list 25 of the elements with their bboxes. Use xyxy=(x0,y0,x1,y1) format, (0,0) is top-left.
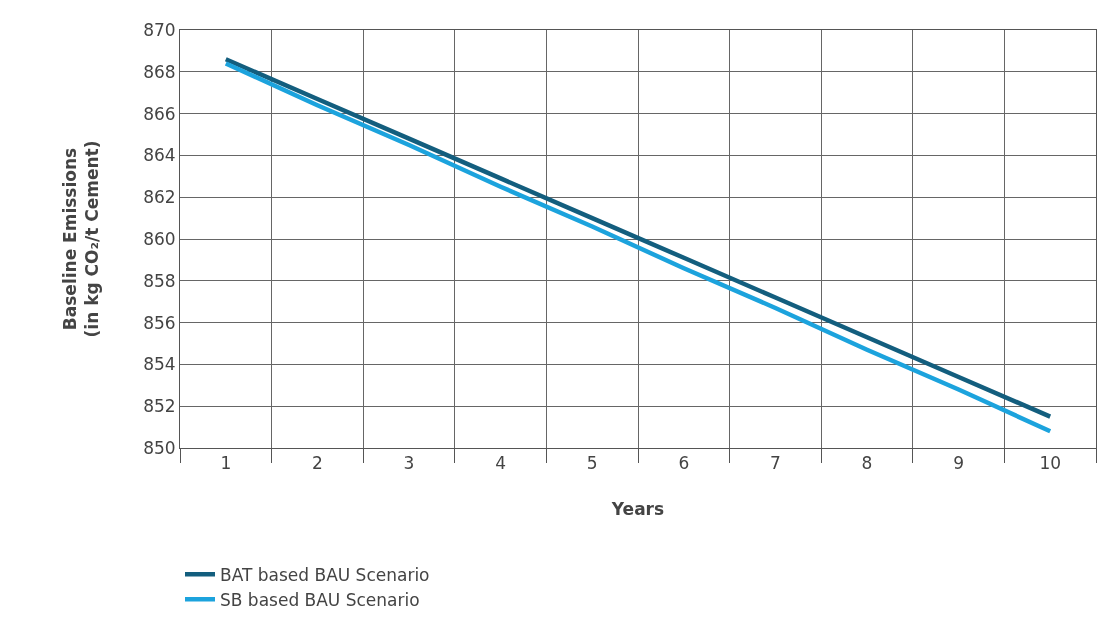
x-axis-title: Years xyxy=(610,498,665,519)
y-tick-label: 870 xyxy=(143,19,176,40)
y-tick-label: 862 xyxy=(143,187,176,208)
x-tick-label: 2 xyxy=(311,453,323,474)
x-tick-label: 5 xyxy=(586,453,598,474)
y-tick-label: 850 xyxy=(143,437,176,458)
legend-label: SB based BAU Scenario xyxy=(220,589,420,610)
x-tick-label: 3 xyxy=(403,453,415,474)
y-tick-label: 860 xyxy=(143,228,176,249)
x-tick-label: 6 xyxy=(678,453,690,474)
x-tick-label: 9 xyxy=(953,453,965,474)
x-tick-label: 10 xyxy=(1039,453,1062,474)
x-tick-label: 8 xyxy=(861,453,873,474)
y-tick-label: 866 xyxy=(143,103,176,124)
x-tick-label: 4 xyxy=(495,453,507,474)
y-tick-label: 856 xyxy=(143,312,176,333)
x-tick-label: 1 xyxy=(220,453,232,474)
legend-label: BAT based BAU Scenario xyxy=(220,564,430,585)
x-tick-label: 7 xyxy=(769,453,781,474)
y-tick-label: 854 xyxy=(143,354,176,375)
y-tick-label: 864 xyxy=(143,145,176,166)
y-tick-label: 868 xyxy=(143,61,176,82)
y-axis-title: Baseline Emissions (in kg CO₂/t Cement) xyxy=(59,140,102,338)
y-tick-label: 852 xyxy=(143,396,176,417)
y-tick-label: 858 xyxy=(143,270,176,291)
